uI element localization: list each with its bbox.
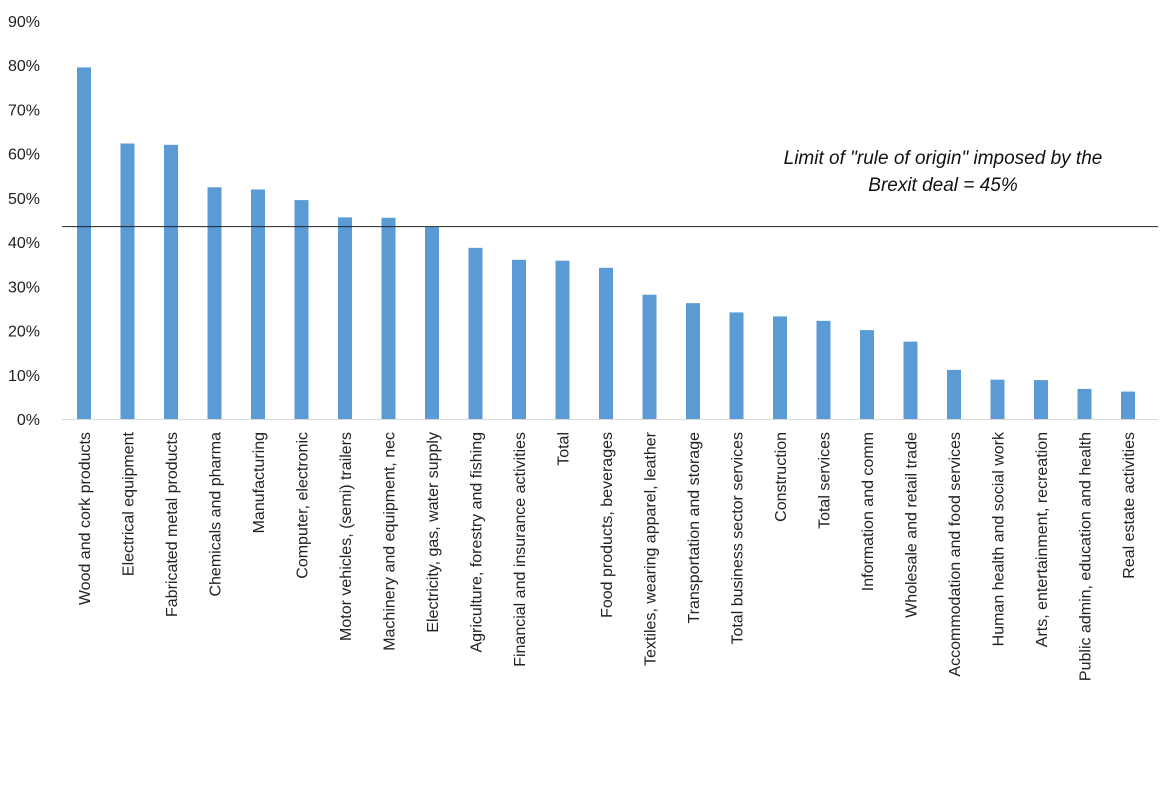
y-tick-label: 60% (8, 147, 40, 164)
x-tick-label: Food products, beverages (599, 432, 616, 618)
bar (468, 247, 483, 419)
x-tick-label: Human health and social work (991, 431, 1008, 646)
bar (207, 187, 222, 419)
y-tick-label: 70% (8, 102, 40, 119)
x-tick-label: Arts, entertainment, recreation (1034, 432, 1051, 647)
bar (120, 143, 135, 420)
x-tick-label: Total business sector services (730, 432, 747, 645)
x-tick-label: Information and comm (860, 432, 877, 591)
bar (903, 341, 918, 419)
x-tick-label: Public admin, education and health (1078, 432, 1095, 681)
x-tick-label: Motor vehicles, (semi) trailers (338, 432, 355, 641)
x-tick-label: Wholesale and retail trade (904, 432, 921, 618)
y-tick-label: 80% (8, 58, 40, 75)
bars (77, 67, 1135, 420)
y-axis: 0% 10% 20% 30% 40% 50% 60% 70% 80% 90% (8, 14, 40, 429)
bar (294, 200, 309, 419)
x-tick-label: Total services (817, 432, 834, 529)
bar (381, 217, 396, 419)
x-axis-labels: Wood and cork products Electrical equipme… (77, 431, 1138, 681)
bar (555, 260, 570, 419)
bar (77, 67, 91, 419)
bar (816, 320, 831, 419)
bar (773, 316, 787, 419)
x-tick-label: Textiles, wearing apparel, leather (643, 431, 660, 666)
x-tick-label: Machinery and equipment, nec (382, 432, 399, 651)
x-tick-label: Real estate activities (1121, 432, 1138, 579)
bar (729, 312, 744, 419)
bar (990, 379, 1005, 419)
y-tick-label: 0% (17, 412, 40, 429)
x-tick-label: Wood and cork products (77, 432, 94, 605)
x-tick-label: Computer, electronic (295, 432, 312, 579)
x-tick-label: Electrical equipment (121, 431, 138, 576)
bar (947, 369, 961, 419)
bar (686, 303, 700, 419)
bar (1077, 388, 1092, 419)
x-tick-label: Total (556, 432, 573, 466)
x-tick-label: Financial and insurance activities (512, 432, 529, 667)
reference-annotation-line2: Brexit deal = 45% (868, 175, 1018, 196)
x-tick-label: Agriculture, forestry and fishing (469, 432, 486, 653)
x-tick-label: Electricity, gas, water supply (425, 432, 442, 633)
y-tick-label: 50% (8, 191, 40, 208)
bar (599, 267, 613, 419)
x-tick-label: Manufacturing (251, 432, 268, 533)
x-tick-label: Chemicals and pharma (208, 432, 225, 597)
bar (425, 227, 439, 419)
y-tick-label: 40% (8, 235, 40, 252)
y-tick-label: 90% (8, 14, 40, 31)
bar (860, 330, 874, 419)
x-tick-label: Accommodation and food services (947, 432, 964, 677)
y-tick-label: 10% (8, 368, 40, 385)
bar (1034, 380, 1048, 419)
reference-annotation-line1: Limit of "rule of origin" imposed by the (784, 148, 1103, 169)
x-tick-label: Construction (773, 432, 790, 522)
bar (512, 259, 526, 419)
bar (1121, 391, 1135, 419)
bar (338, 217, 352, 419)
bar (642, 294, 657, 419)
x-tick-label: Transportation and storage (686, 432, 703, 624)
y-tick-label: 20% (8, 324, 40, 341)
y-tick-label: 30% (8, 279, 40, 296)
x-tick-label: Fabricated metal products (164, 432, 181, 617)
bar (164, 144, 178, 420)
bar (251, 189, 265, 419)
